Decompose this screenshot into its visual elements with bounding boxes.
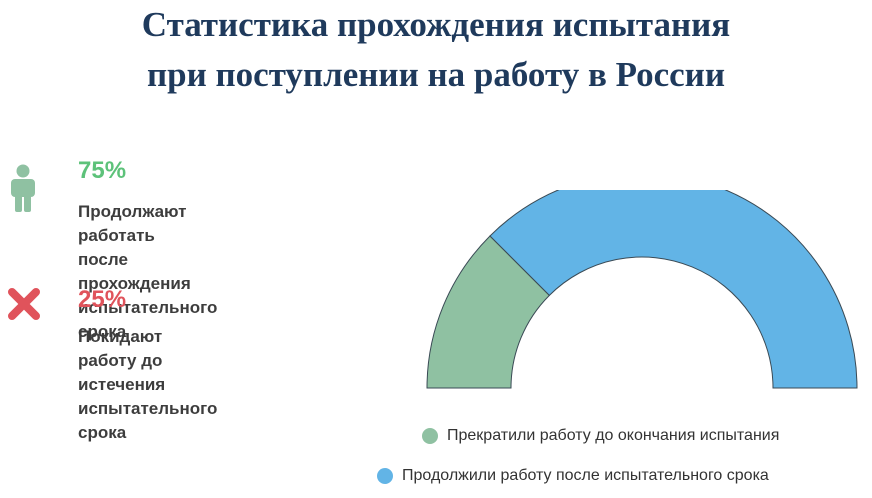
cross-icon [6,286,42,327]
legend-item-continued: Продолжили работу после испытательного с… [377,467,769,485]
title-line-2: при поступлении на работу в России [146,55,726,94]
legend-label-ended: Прекратили работу до окончания испытания [447,427,780,444]
legend-item-ended: Прекратили работу до окончания испытания [422,427,779,445]
title-line-1: Статистика прохождения испытания [141,5,731,44]
semi-donut-chart [426,190,858,389]
legend-dot-continued [377,468,393,484]
stat-desc-leave: Покидают работу до истечения испытательн… [78,327,218,442]
stat-desc-continue: Продолжают работать после прохождения ис… [78,202,218,341]
stat-value-leave: 25% [78,286,127,313]
stat-value-continue: 75% [78,157,127,184]
person-icon [6,163,40,218]
chart-slice-1 [489,190,858,389]
legend-label-continued: Продолжили работу после испытательного с… [402,467,769,484]
legend-dot-ended [422,428,438,444]
page-title: Статистика прохождения испытания при пос… [0,0,872,100]
